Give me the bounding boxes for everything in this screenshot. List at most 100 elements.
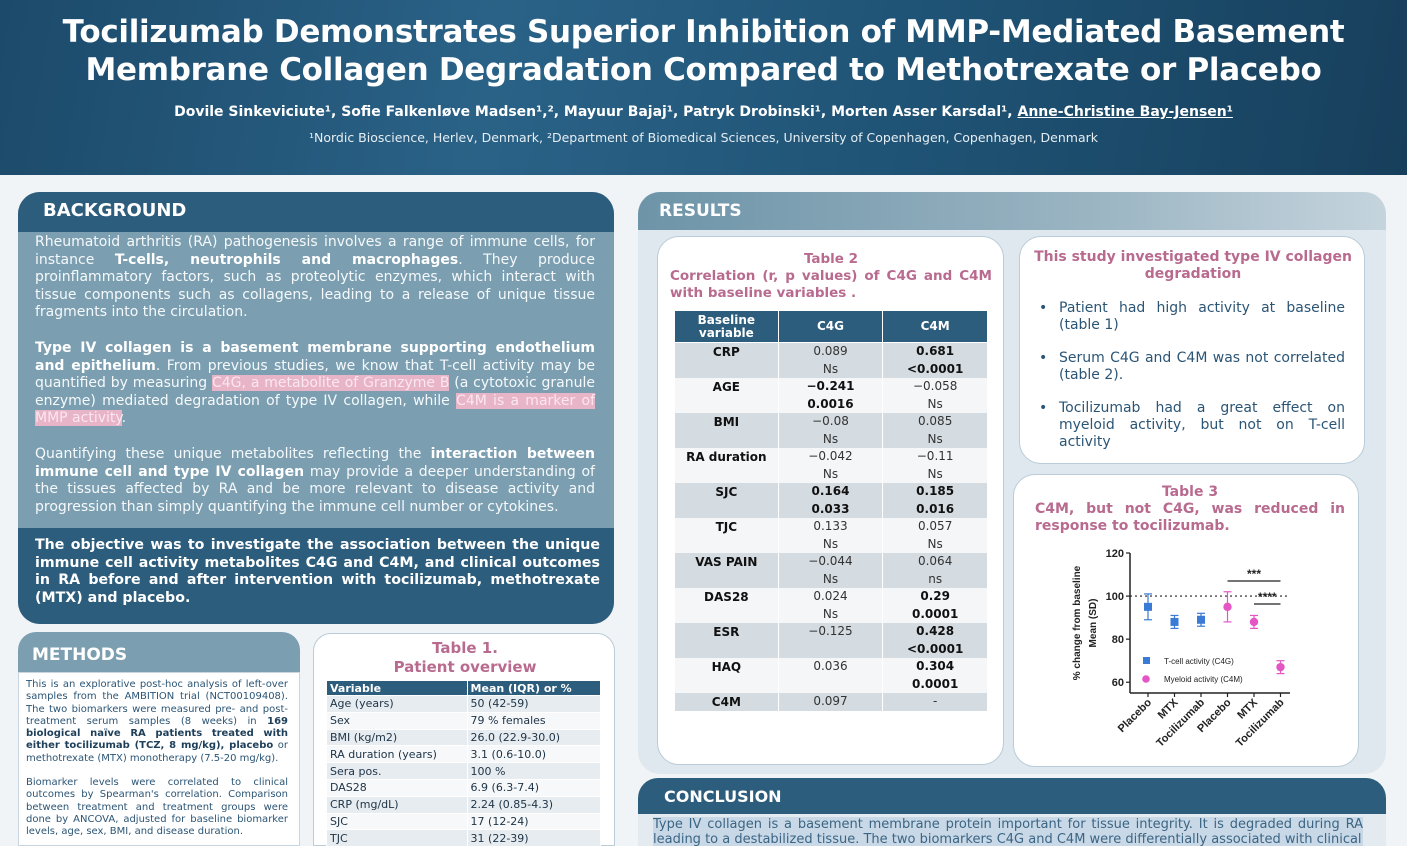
table-cell-value: 17 (12-24) [466,812,602,831]
data-point-square [1144,602,1152,611]
title-line-1: Tocilizumab Demonstrates Superior Inhibi… [62,14,1345,50]
c4g-p-value: Ns [822,431,839,446]
author-list: Dovile Sinkeviciute¹, Sofie Falkenløve M… [174,104,1013,120]
table-row: RA duration −0.042 Ns −0.11 Ns [674,448,988,483]
table-cell-c4g: 0.164 0.033 [777,483,884,518]
c4g-r-value: −0.125 [808,624,853,638]
table-cell-c4g: 0.024 Ns [777,588,884,623]
study-summary-panel: This study investigated type IV collagen… [1019,236,1365,464]
highlight-c4g: C4G, a metabolite of Granzyme B [212,375,450,392]
study-summary-list: Patient had high activity at baseline (t… [1039,300,1345,467]
conclusion-heading: CONCLUSION [664,787,782,806]
background-paragraph-1: Rheumatoid arthritis (RA) pathogenesis i… [35,234,595,321]
c4m-r-value: −0.058 [912,379,958,393]
authors: Dovile Sinkeviciute¹, Sofie Falkenløve M… [0,104,1407,120]
c4g-p-value: 0.033 [811,501,850,516]
c4m-p-value: 0.016 [916,501,955,516]
y-tick-label: 120 [1106,548,1124,560]
methods-text: This is an explorative post-hoc analysis… [26,679,288,846]
conclusion-header: CONCLUSION [638,778,1386,814]
table-cell-variable: Age (years) [326,695,468,713]
c4m-r-value: 0.185 [916,484,955,498]
methods-header: METHODS [18,632,300,672]
table-row: BMI (kg/m2) 26.0 (22.9-30.0) [326,728,602,747]
table-cell-c4m: 0.29 0.0001 [882,588,988,623]
c4g-p-value: Ns [822,536,839,551]
table-cell-value: 31 (22-39) [466,829,602,846]
study-bullet: Serum C4G and C4M was not correlated (ta… [1039,350,1345,384]
c4g-r-value: −0.044 [808,554,853,568]
c4g-r-value: −0.042 [808,449,853,463]
table2-title: Table 2 Correlation (r, p values) of C4G… [670,251,992,301]
table-cell-c4g: −0.042 Ns [777,448,884,483]
study-bullet: Patient had high activity at baseline (t… [1039,300,1345,334]
c4g-p-value: Ns [822,606,839,621]
c4g-p-value: Ns [822,571,839,586]
c4g-r-value: −0.241 [806,379,855,393]
table-cell-value: 79 % females [466,711,602,730]
table-cell-variable: SJC [674,483,779,518]
c4g-r-value: 0.036 [813,659,848,673]
table-cell-c4g: 0.089 Ns [777,342,884,378]
results-heading: RESULTS [659,201,742,221]
table-row: ESR −0.125 0.428 <0.0001 [674,623,988,658]
c4g-r-value: 0.024 [813,589,848,603]
c4m-p-value: <0.0001 [906,641,964,656]
table-cell-variable: TJC [326,829,468,846]
c4g-r-value: 0.164 [811,484,850,498]
significance-label: **** [1258,590,1277,604]
table-cell-c4g: −0.125 [777,623,884,658]
study-bullet: Tocilizumab had a great effect on myeloi… [1039,400,1345,451]
table-row: Sera pos. 100 % [326,762,602,780]
correlation-table: Baseline variable C4G C4M CRP 0.089 Ns 0.68… [674,310,988,711]
table-cell-variable: RA duration [674,448,779,483]
table-row: SJC 17 (12-24) [326,812,602,831]
c4m-r-value: 0.428 [916,624,955,638]
data-point-circle [1276,662,1285,672]
table-row: RA duration (years) 3.1 (0.6-10.0) [326,745,602,764]
table-cell-c4g: 0.133 Ns [777,518,884,553]
table-cell-c4m: −0.058 Ns [882,378,988,413]
c4g-r-value: 0.133 [813,519,848,533]
objective-statement: The objective was to investigate the ass… [18,528,614,624]
table-cell-c4m: - [882,693,988,711]
table-row: SJC 0.164 0.033 0.185 0.016 [674,483,988,518]
table-cell-variable: C4M [674,693,779,711]
c4m-p-value: <0.0001 [906,361,964,376]
c4m-p-value: Ns [927,396,943,411]
c4m-p-value: 0.0001 [911,606,959,621]
poster-title: Tocilizumab Demonstrates Superior Inhibi… [0,0,1407,89]
table-cell-variable: HAQ [674,658,779,693]
table-cell-c4m: 0.064 ns [882,553,988,588]
c4m-r-value: 0.085 [917,414,953,428]
table-cell-value: 2.24 (0.85-4.3) [466,795,602,814]
c4g-p-value: Ns [822,361,839,376]
table-cell-value: 3.1 (0.6-10.0) [466,745,602,764]
c4g-r-value: 0.089 [813,344,848,358]
methods-heading: METHODS [32,645,128,665]
table-cell-c4g: −0.08 Ns [777,413,884,448]
background-text: Rheumatoid arthritis (RA) pathogenesis i… [35,234,595,534]
data-point-square [1197,615,1205,624]
c4g-r-value: 0.097 [813,694,848,708]
table-cell-c4g: −0.044 Ns [777,553,884,588]
conclusion-text: Type IV collagen is a basement membrane … [653,817,1363,846]
c4m-p-value: Ns [927,466,943,481]
biomarker-change-chart: 60 80 100 120 % change from baseline Mean (SD… [1072,548,1290,749]
c4m-r-value: −0.11 [916,449,954,463]
table-cell-variable: SJC [326,812,468,831]
table-cell-variable: Sex [326,711,468,730]
c4m-r-value: 0.681 [916,344,955,358]
patient-overview-table: Variable Mean (IQR) or % Age (years) 50 (… [326,680,602,846]
table-cell-c4m: 0.085 Ns [882,413,988,448]
data-point-circle [1249,617,1259,627]
y-axis-label: % change from baseline [1072,565,1083,680]
legend-label: T-cell activity (C4G) [1164,657,1234,666]
table-row: AGE −0.241 0.0016 −0.058 Ns [674,378,988,413]
table-cell-c4m: −0.11 Ns [882,448,988,483]
table2-header-c4g: C4G [777,310,884,343]
last-author-link[interactable]: Anne-Christine Bay-Jensen¹ [1017,104,1233,120]
c4m-p-value: ns [928,571,943,586]
table-cell-c4g: 0.036 [777,658,884,693]
table-row: DAS28 6.9 (6.3-7.4) [326,778,602,797]
